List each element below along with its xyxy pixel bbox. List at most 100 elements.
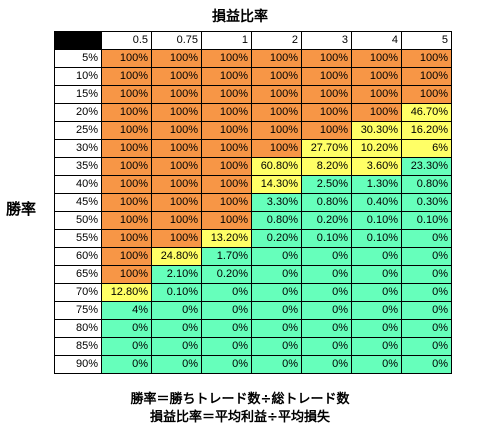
row-header: 70%: [54, 283, 102, 302]
value-cell: 12.80%: [101, 283, 152, 302]
table-row: 5% 100% 100% 100% 100% 100% 100% 100%: [54, 49, 452, 68]
value-cell: 100%: [151, 49, 202, 68]
row-header: 75%: [54, 301, 102, 320]
table-row: 65% 100% 2.10% 0.20% 0% 0% 0% 0%: [54, 265, 452, 284]
value-cell: 0.20%: [251, 229, 302, 248]
value-cell: 100%: [401, 67, 452, 86]
value-cell: 0%: [401, 301, 452, 320]
value-cell: 100%: [101, 193, 152, 212]
column-header: 0.75: [151, 31, 202, 50]
value-cell: 13.20%: [201, 229, 252, 248]
table-title: 損益比率: [212, 9, 268, 25]
value-cell: 4%: [101, 301, 152, 320]
value-cell: 100%: [151, 175, 202, 194]
value-cell: 100%: [301, 121, 352, 140]
value-cell: 0.10%: [301, 229, 352, 248]
value-cell: 100%: [201, 49, 252, 68]
row-header: 40%: [54, 175, 102, 194]
table-row: 15% 100% 100% 100% 100% 100% 100% 100%: [54, 85, 452, 104]
value-cell: 0.10%: [401, 211, 452, 230]
value-cell: 1.70%: [201, 247, 252, 266]
value-cell: 0%: [251, 319, 302, 338]
value-cell: 0.20%: [301, 211, 352, 230]
table-row: 35% 100% 100% 100% 60.80% 8.20% 3.60% 23.30%: [54, 157, 452, 176]
value-cell: 100%: [101, 49, 152, 68]
table-row: 40% 100% 100% 100% 14.30% 2.50% 1.30% 0.80%: [54, 175, 452, 194]
row-header: 90%: [54, 355, 102, 374]
value-cell: 0%: [201, 337, 252, 356]
value-cell: 0.20%: [201, 265, 252, 284]
table-row: 10% 100% 100% 100% 100% 100% 100% 100%: [54, 67, 452, 86]
value-cell: 0%: [251, 355, 302, 374]
value-cell: 0%: [301, 247, 352, 266]
value-cell: 0%: [301, 319, 352, 338]
value-cell: 0%: [301, 355, 352, 374]
value-cell: 0%: [351, 265, 402, 284]
value-cell: 3.30%: [251, 193, 302, 212]
table-body: 5% 100% 100% 100% 100% 100% 100% 100% 10% 100% 100…: [54, 49, 452, 374]
value-cell: 0.30%: [401, 193, 452, 212]
value-cell: 0%: [251, 265, 302, 284]
value-cell: 0%: [201, 301, 252, 320]
value-cell: 0%: [301, 337, 352, 356]
row-header: 85%: [54, 337, 102, 356]
value-cell: 100%: [101, 175, 152, 194]
table-row: 80% 0% 0% 0% 0% 0% 0% 0%: [54, 319, 452, 338]
column-header: 5: [401, 31, 452, 50]
table-row: 45% 100% 100% 100% 3.30% 0.80% 0.40% 0.30%: [54, 193, 452, 212]
value-cell: 0%: [151, 337, 202, 356]
column-header: 2: [251, 31, 302, 50]
value-cell: 100%: [101, 85, 152, 104]
table-row: 90% 0% 0% 0% 0% 0% 0% 0%: [54, 355, 452, 374]
value-cell: 0%: [151, 319, 202, 338]
row-header: 50%: [54, 211, 102, 230]
value-cell: 0%: [351, 301, 402, 320]
value-cell: 0%: [301, 265, 352, 284]
row-axis-label: 勝率: [6, 200, 37, 218]
value-cell: 0%: [101, 319, 152, 338]
value-cell: 100%: [251, 121, 302, 140]
value-cell: 0%: [351, 247, 402, 266]
row-header: 55%: [54, 229, 102, 248]
value-cell: 1.30%: [351, 175, 402, 194]
value-cell: 100%: [251, 139, 302, 158]
table-row: 50% 100% 100% 100% 0.80% 0.20% 0.10% 0.10%: [54, 211, 452, 230]
value-cell: 3.60%: [351, 157, 402, 176]
table-row: 70% 12.80% 0.10% 0% 0% 0% 0% 0%: [54, 283, 452, 302]
row-header: 80%: [54, 319, 102, 338]
value-cell: 100%: [101, 67, 152, 86]
column-header: 0.5: [101, 31, 152, 50]
value-cell: 27.70%: [301, 139, 352, 158]
row-header: 45%: [54, 193, 102, 212]
probability-table: 0.5 0.75 1 2 3 4 5 5% 100% 100% 100% 100% 100…: [54, 31, 452, 374]
value-cell: 100%: [251, 103, 302, 122]
value-cell: 0%: [251, 337, 302, 356]
value-cell: 100%: [351, 67, 402, 86]
value-cell: 0%: [351, 337, 402, 356]
value-cell: 100%: [101, 121, 152, 140]
value-cell: 100%: [301, 67, 352, 86]
value-cell: 0.80%: [251, 211, 302, 230]
profit-loss-ratio-definition: 損益比率＝平均利益÷平均損失: [150, 410, 330, 425]
value-cell: 100%: [301, 85, 352, 104]
value-cell: 100%: [301, 49, 352, 68]
value-cell: 100%: [151, 211, 202, 230]
row-header: 20%: [54, 103, 102, 122]
value-cell: 100%: [351, 85, 402, 104]
value-cell: 100%: [151, 67, 202, 86]
value-cell: 30.30%: [351, 121, 402, 140]
column-header: 3: [301, 31, 352, 50]
win-rate-definition: 勝率＝勝ちトレード数÷総トレード数: [130, 392, 350, 407]
value-cell: 100%: [151, 157, 202, 176]
value-cell: 0%: [251, 247, 302, 266]
value-cell: 6%: [401, 139, 452, 158]
value-cell: 0%: [401, 229, 452, 248]
row-header: 30%: [54, 139, 102, 158]
value-cell: 100%: [101, 139, 152, 158]
value-cell: 0%: [301, 283, 352, 302]
value-cell: 0.10%: [351, 229, 402, 248]
value-cell: 0.10%: [151, 283, 202, 302]
value-cell: 2.10%: [151, 265, 202, 284]
table-row: 20% 100% 100% 100% 100% 100% 100% 46.70%: [54, 103, 452, 122]
value-cell: 0%: [201, 355, 252, 374]
